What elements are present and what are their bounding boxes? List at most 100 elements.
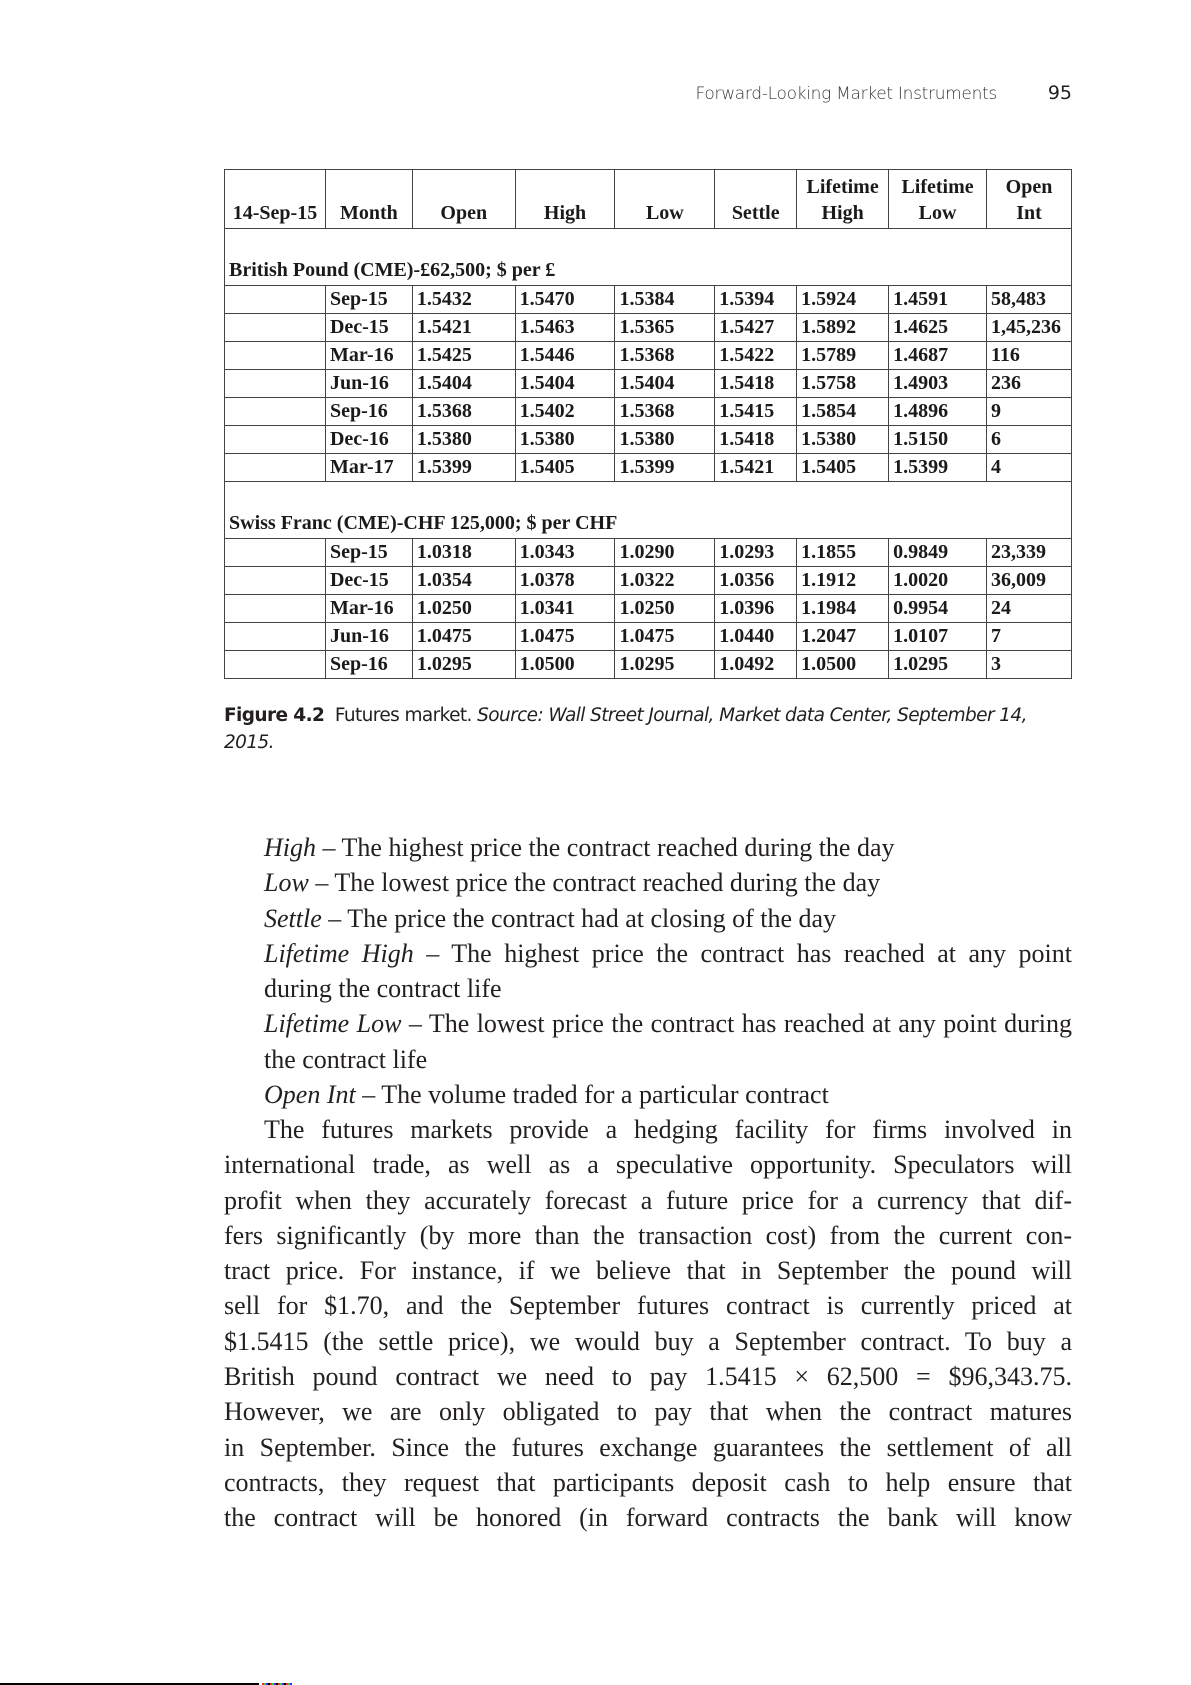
column-header: 14-Sep-15 — [224, 169, 326, 229]
empty-date-cell — [224, 313, 326, 342]
paragraph-line: $1.5415 (the settle price), we would buy… — [224, 1326, 1072, 1356]
definition-text: The highest price the contract has reach… — [264, 938, 1072, 1004]
paragraph-line: the contract will be honored (in forward… — [224, 1503, 1072, 1533]
value-cell: 1.0440 — [714, 622, 798, 651]
paragraph-line: sell for $1.70, and the September future… — [224, 1291, 1072, 1321]
column-header: Lifetime Low — [888, 169, 987, 229]
value-cell: 7 — [985, 622, 1073, 651]
definition-item: Open Int – The volume traded for a parti… — [264, 1080, 829, 1110]
column-header-text: Low — [645, 202, 684, 224]
value-cell: 1.5789 — [796, 341, 890, 370]
empty-date-cell — [224, 622, 326, 651]
column-header: Settle — [714, 169, 798, 229]
definitions-list: High – The highest price the contract re… — [264, 830, 1072, 1112]
value-cell: 1.5399 — [614, 453, 716, 482]
value-cell: 1.5404 — [411, 369, 516, 398]
value-cell: 1.5421 — [714, 453, 798, 482]
month-cell: Sep-15 — [324, 285, 413, 314]
value-cell: 1.5427 — [714, 313, 798, 342]
paragraph-line: fers significantly (by more than the tra… — [224, 1220, 1072, 1250]
value-cell: 1.1912 — [796, 566, 890, 595]
empty-date-cell — [224, 397, 326, 426]
empty-date-cell — [224, 369, 326, 398]
column-header: Lifetime High — [796, 169, 890, 229]
value-cell: 1.5404 — [514, 369, 616, 398]
value-cell: 1.5380 — [411, 425, 516, 454]
definition-term: Lifetime Low — [264, 1009, 402, 1039]
month-cell: Sep-15 — [324, 538, 413, 567]
value-cell: 1.5892 — [796, 313, 890, 342]
value-cell: 1.5418 — [714, 425, 798, 454]
value-cell: 1.5402 — [514, 397, 616, 426]
table-row: Sep-15 1.5432 1.5470 1.5384 1.5394 1.5924 1.45… — [224, 285, 1073, 314]
page-number: 95 — [1047, 82, 1072, 104]
month-cell: Dec-16 — [324, 425, 413, 454]
value-cell: 1.0475 — [411, 622, 516, 651]
value-cell: 1.0354 — [411, 566, 516, 595]
definition-term: High — [264, 833, 316, 862]
definition-text: The lowest price the contract has reache… — [264, 1009, 1072, 1074]
column-header-text: Open — [440, 202, 488, 224]
definition-text: The price the contract had at closing of… — [347, 903, 837, 933]
table-row: Jun-16 1.0475 1.0475 1.0475 1.0440 1.2047 1.01… — [224, 622, 1073, 651]
value-cell: 1.0318 — [411, 538, 516, 567]
value-cell: 1.0295 — [411, 650, 516, 679]
value-cell: 1.5384 — [614, 285, 716, 314]
definition-term: Open Int — [264, 1080, 356, 1110]
value-cell: 1.5365 — [614, 313, 716, 342]
value-cell: 58,483 — [985, 285, 1073, 314]
paragraph-line: profit when they accurately forecast a f… — [224, 1185, 1072, 1215]
value-cell: 0.9849 — [888, 538, 987, 567]
table-row: Sep-16 1.0295 1.0500 1.0295 1.0492 1.0500 1.02… — [224, 650, 1073, 679]
month-cell: Sep-16 — [324, 397, 413, 426]
table-row: Mar-16 1.0250 1.0341 1.0250 1.0396 1.1984 0.99… — [224, 594, 1073, 623]
definition-term: Low — [264, 868, 309, 898]
empty-date-cell — [224, 285, 326, 314]
value-cell: 1.1984 — [796, 594, 890, 623]
column-header-text: Month — [340, 202, 398, 224]
definition-item: High – The highest price the contract re… — [264, 833, 895, 862]
value-cell: 1.0343 — [514, 538, 616, 567]
value-cell: 1.0475 — [614, 622, 716, 651]
value-cell: 1.0378 — [514, 566, 616, 595]
definition-text: The lowest price the contract reached du… — [334, 868, 881, 898]
section-title: British Pound (CME)-£62,500; $ per £ — [224, 228, 1072, 286]
definition-item: Low – The lowest price the contract reac… — [264, 868, 881, 898]
column-header: Low — [614, 169, 716, 229]
value-cell: 6 — [985, 425, 1073, 454]
paragraph-line: British pound contract we need to pay 1.… — [224, 1362, 1072, 1392]
column-header: Open Int — [985, 169, 1073, 229]
table-row: Mar-17 1.5399 1.5405 1.5399 1.5421 1.5405 1.53… — [224, 453, 1073, 482]
value-cell: 1.5399 — [888, 453, 987, 482]
column-header-text: High — [821, 202, 864, 224]
value-cell: 1.5446 — [514, 341, 616, 370]
value-cell: 1.5380 — [514, 425, 616, 454]
value-cell: 1.5405 — [514, 453, 616, 482]
value-cell: 1.5854 — [796, 397, 890, 426]
definition-term: Lifetime High — [264, 938, 414, 968]
value-cell: 1.5399 — [411, 453, 516, 482]
value-cell: 36,009 — [985, 566, 1073, 595]
value-cell: 1.1855 — [796, 538, 890, 567]
column-header-text: Lifetime — [806, 176, 879, 198]
value-cell: 1.5150 — [888, 425, 987, 454]
value-cell: 1.4625 — [888, 313, 987, 342]
value-cell: 1.0492 — [714, 650, 798, 679]
paragraph-line: tract price. For instance, if we believe… — [224, 1256, 1072, 1286]
value-cell: 1.5404 — [614, 369, 716, 398]
value-cell: 1.5405 — [796, 453, 890, 482]
column-header-text: 14-Sep-15 — [232, 202, 318, 224]
value-cell: 0.9954 — [888, 594, 987, 623]
value-cell: 1.0396 — [714, 594, 798, 623]
value-cell: 1.5470 — [514, 285, 616, 314]
value-cell: 1.0020 — [888, 566, 987, 595]
value-cell: 1.5368 — [411, 397, 516, 426]
footer-color-mark — [262, 1683, 292, 1685]
value-cell: 1.2047 — [796, 622, 890, 651]
table-row: Sep-15 1.0318 1.0343 1.0290 1.0293 1.1855 0.98… — [224, 538, 1073, 567]
value-cell: 1.0500 — [796, 650, 890, 679]
value-cell: 1.0250 — [411, 594, 516, 623]
empty-date-cell — [224, 453, 326, 482]
value-cell: 3 — [985, 650, 1073, 679]
futures-table: 14-Sep-15 Month Open High Low Settle Lifetime H… — [224, 169, 1073, 679]
